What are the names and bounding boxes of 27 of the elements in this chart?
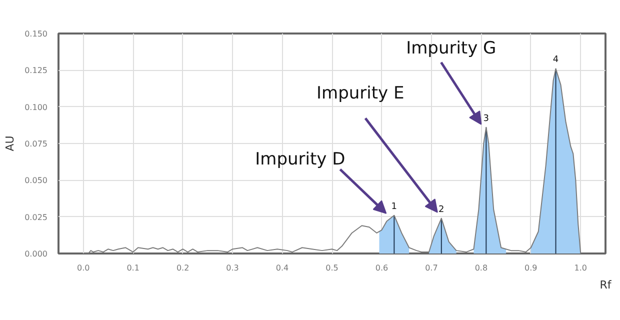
- y-tick-label: 0.050: [24, 176, 48, 186]
- annotation: 2: [438, 204, 444, 215]
- y-axis-title: AU: [4, 136, 17, 152]
- y-tick-label: 0.000: [24, 250, 48, 258]
- x-tick-label: 0.4: [276, 264, 289, 272]
- x-tick-label: 0.3: [226, 264, 239, 272]
- annotation: 3: [483, 114, 490, 124]
- x-tick-label: 0.1: [126, 264, 140, 272]
- annotation: Impurity D: [255, 149, 346, 170]
- x-tick-label: 0.2: [176, 264, 190, 272]
- x-tick-label: 0.9: [524, 264, 538, 272]
- y-tick-label: 0.150: [24, 30, 48, 38]
- y-tick-label: 0.075: [24, 140, 48, 148]
- x-tick-label: 1.0: [574, 264, 588, 272]
- y-tick-label: 0.125: [24, 66, 48, 76]
- annotation: Impurity G: [406, 38, 496, 58]
- y-tick-label: 0.100: [24, 102, 48, 112]
- x-tick-label: 0.6: [375, 264, 388, 272]
- x-tick-label: 0.0: [77, 264, 90, 272]
- x-axis-title: Rf: [600, 278, 612, 292]
- x-tick-label: 0.5: [326, 264, 338, 272]
- x-tick-label: 0.7: [425, 264, 438, 272]
- y-tick-label: 0.025: [24, 212, 48, 222]
- annotation: Impurity E: [316, 83, 404, 104]
- annotation: 1: [391, 202, 398, 212]
- annotation: 4: [552, 55, 559, 66]
- x-tick-label: 0.8: [474, 264, 488, 272]
